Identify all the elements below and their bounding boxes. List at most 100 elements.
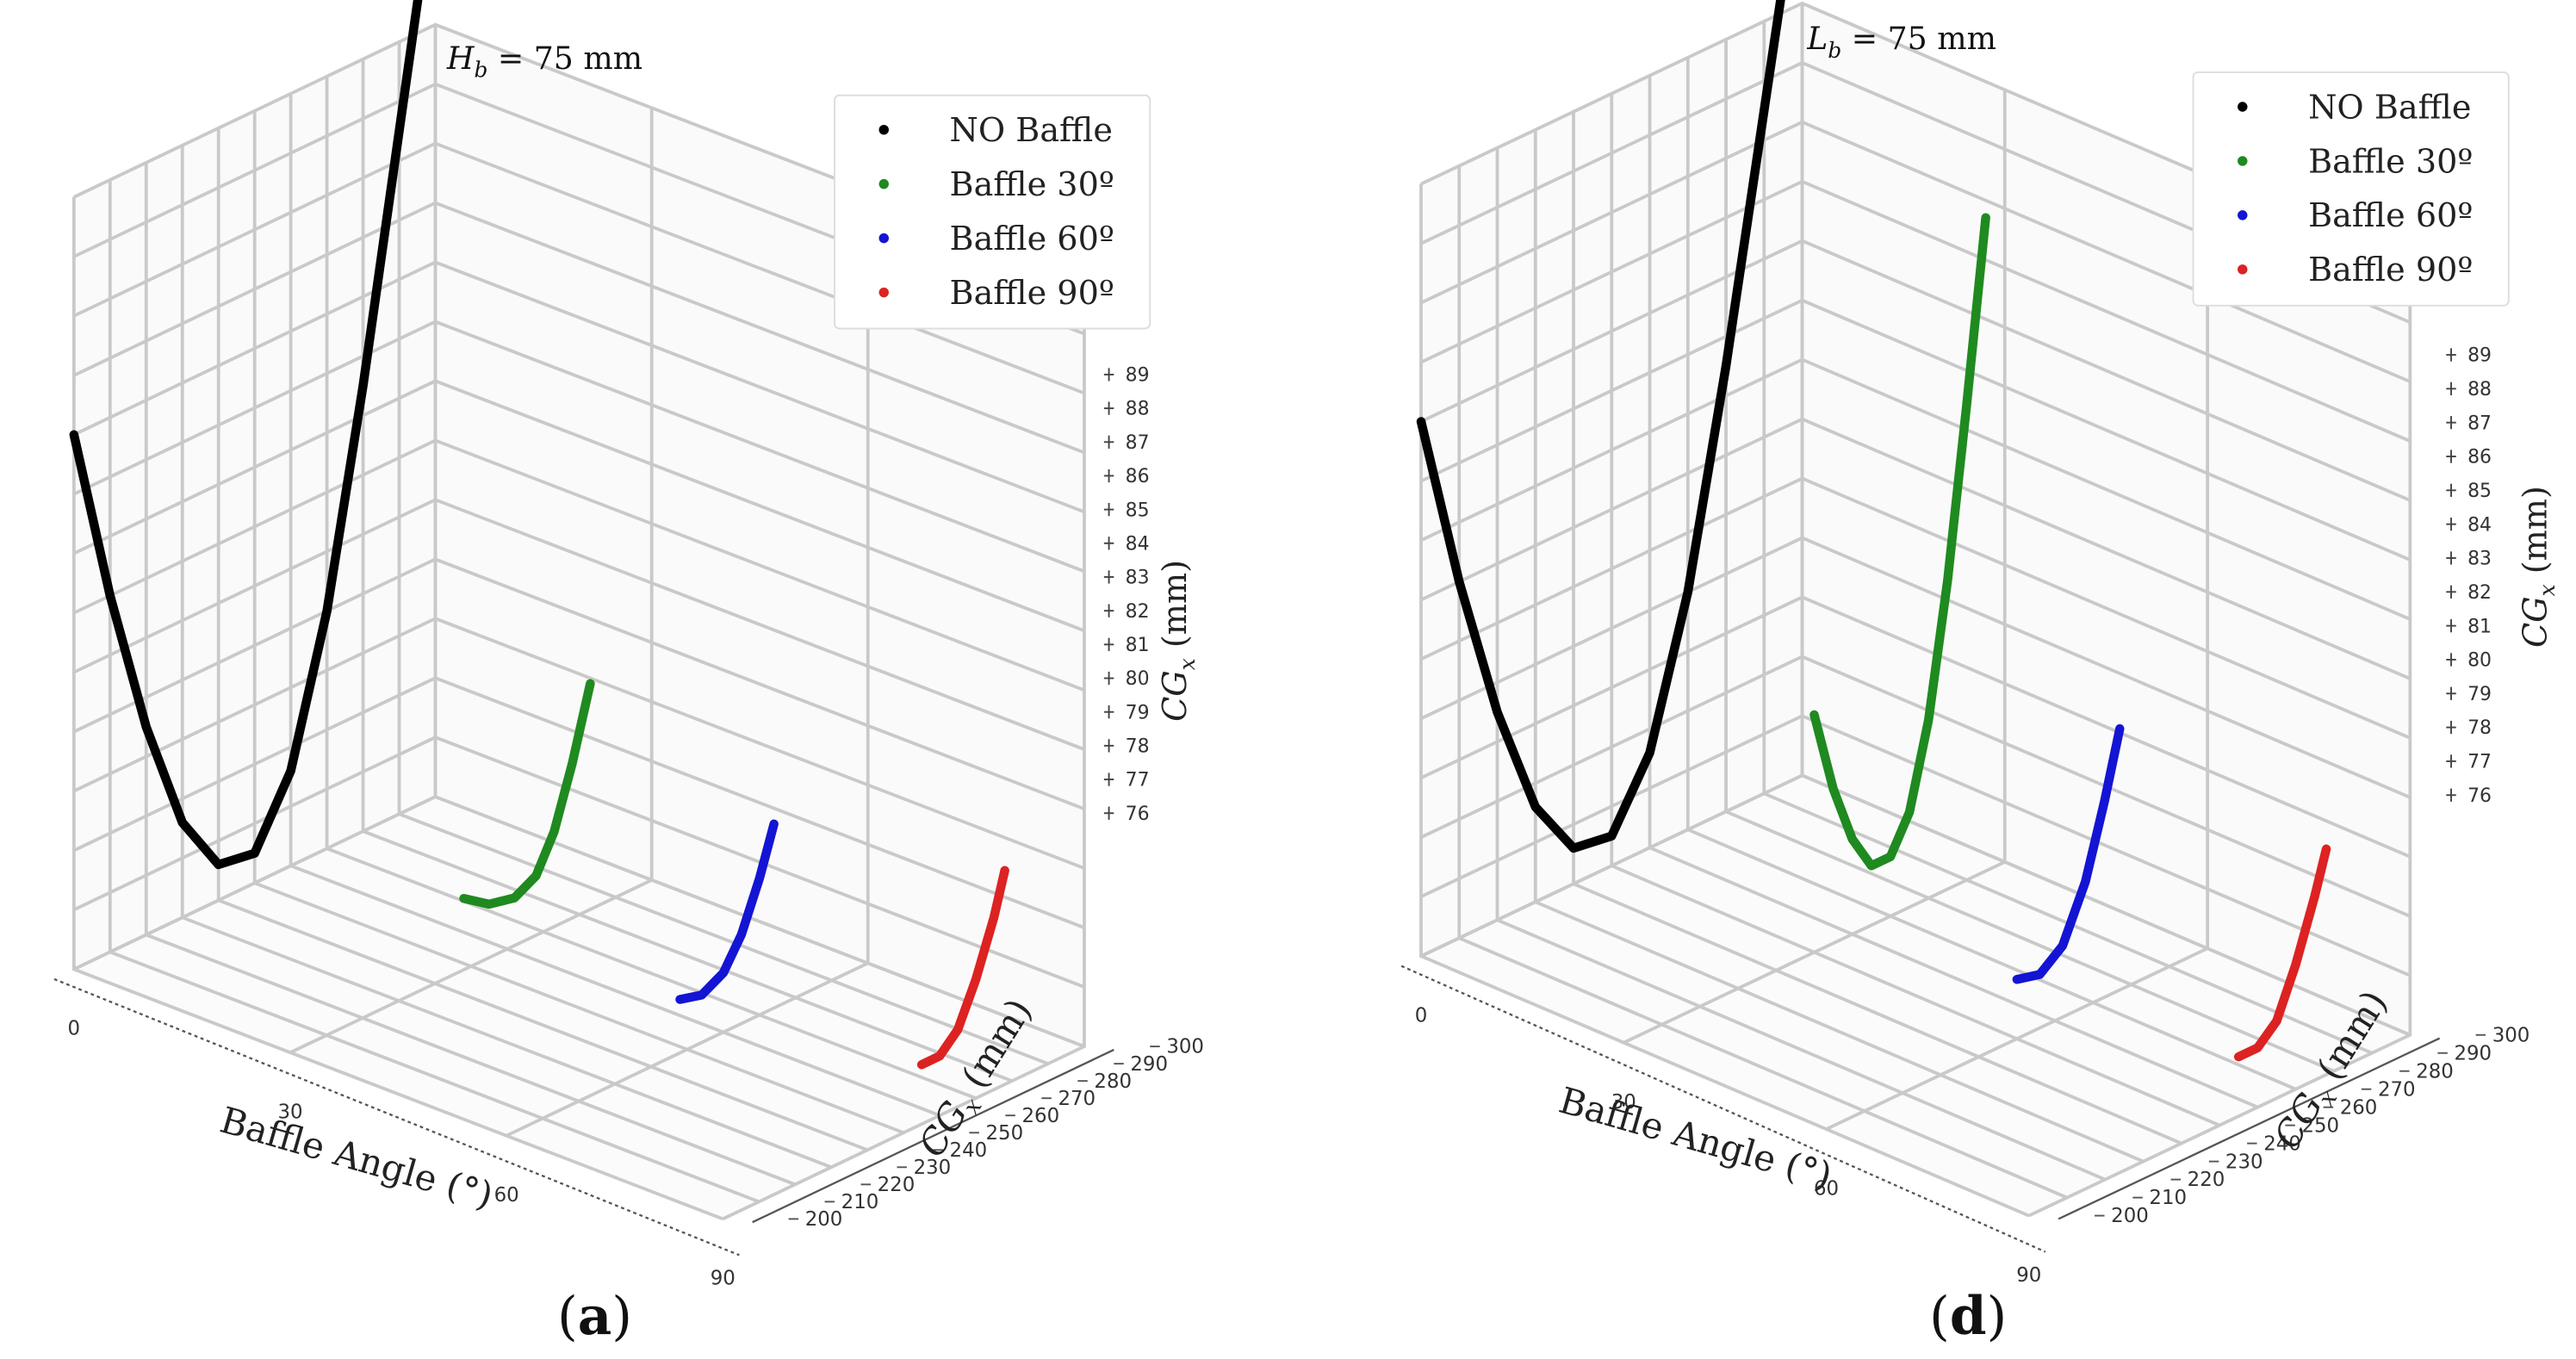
legend-marker — [2238, 264, 2248, 275]
data-point — [105, 591, 115, 600]
title-variable: L — [1806, 20, 1828, 57]
y-tick-label: 200 — [2111, 1205, 2149, 1227]
data-point — [484, 899, 493, 909]
y-tick-label: 270 — [1058, 1088, 1096, 1110]
data-point — [1828, 785, 1838, 793]
z-tick-label: 87 — [1126, 432, 1150, 454]
x-tick-label: 90 — [2016, 1264, 2041, 1287]
x-tick-label: 30 — [277, 1101, 302, 1123]
data-point — [1569, 843, 1578, 853]
series-baffle-30- — [1809, 213, 1990, 871]
z-tick-label: 88 — [2467, 379, 2492, 400]
z-tick-label: 79 — [2467, 684, 2492, 705]
data-point — [177, 818, 187, 828]
z-tick-label: 76 — [2467, 785, 2492, 807]
title-rest: = 75 mm — [487, 40, 642, 77]
legend-entry-label: NO Baffle — [950, 111, 1113, 149]
y-tick-label: 240 — [2263, 1132, 2301, 1155]
z-tick-label: 78 — [1126, 735, 1150, 757]
x-axis-line — [1400, 965, 2046, 1253]
x-gridline — [506, 190, 870, 1138]
z-tick-label: 81 — [1126, 635, 1150, 656]
x-tick-label: 30 — [1611, 1091, 1636, 1114]
y-tick-label: 300 — [1166, 1036, 1204, 1058]
data-point — [286, 766, 295, 775]
legend-box — [2192, 71, 2510, 307]
x-gridline — [1420, 3, 1804, 958]
x-gridline — [2027, 263, 2412, 1218]
y-tick-label: 280 — [2416, 1060, 2454, 1083]
x-tick-label: 60 — [494, 1184, 519, 1207]
legend-box — [834, 94, 1151, 330]
data-point — [718, 968, 728, 977]
z-tick-label: 86 — [2467, 447, 2492, 469]
legend-entry-label: NO Baffle — [2308, 88, 2471, 126]
z-tick-label: 83 — [2467, 549, 2492, 570]
z-axis-label: CGx (mm) — [1156, 560, 1200, 722]
z-tick-label: 80 — [2467, 650, 2492, 672]
panel-label: (a) — [557, 1286, 632, 1347]
data-point — [953, 1025, 963, 1034]
z-tick-label: 87 — [2467, 413, 2492, 434]
data-point — [549, 827, 559, 836]
panel-paren-close: ) — [1987, 1286, 2008, 1347]
x-tick-label: 0 — [68, 1018, 81, 1040]
y-tick-label: 210 — [2149, 1187, 2187, 1209]
x-tick-label: 0 — [1415, 1004, 1428, 1027]
data-point — [1924, 715, 1934, 724]
data-point — [1760, 106, 1769, 115]
data-point — [1683, 587, 1692, 597]
data-point — [769, 819, 779, 828]
y-tick-label: 290 — [2454, 1042, 2492, 1064]
z-tick-label: 84 — [1126, 533, 1150, 555]
data-point — [2058, 941, 2067, 951]
y-tick-label: 240 — [950, 1139, 988, 1162]
z-tick-label: 85 — [1126, 500, 1150, 521]
z-label-variable: CG — [2517, 596, 2554, 648]
z-tick-label: 88 — [1126, 399, 1150, 420]
z-tick-label: 81 — [2467, 616, 2492, 637]
title-subscript: b — [1828, 38, 1841, 63]
data-point — [1455, 577, 1464, 586]
data-point — [69, 430, 78, 439]
data-point — [568, 759, 577, 768]
panel-letter: a — [578, 1286, 612, 1347]
y-tick-label: 220 — [878, 1174, 916, 1196]
data-point — [990, 913, 999, 922]
y-tick-label: 260 — [2340, 1096, 2378, 1119]
data-point — [697, 990, 706, 1000]
data-point — [1417, 417, 1425, 426]
data-point — [1493, 707, 1502, 717]
y-tick-label: 280 — [1094, 1070, 1132, 1093]
z-label-rest: (mm) — [1156, 560, 1194, 658]
y-tick-label: 230 — [914, 1157, 952, 1179]
data-point — [250, 848, 259, 858]
y-tick-label: 260 — [1021, 1105, 1059, 1127]
panel-label: (d) — [1929, 1286, 2007, 1347]
data-point — [322, 606, 332, 616]
chart-title: Hb = 75 mm — [446, 40, 642, 83]
legend-marker — [878, 287, 889, 298]
z-tick-label: 78 — [2467, 717, 2492, 739]
z-tick-label: 89 — [1126, 365, 1150, 387]
data-point — [1886, 852, 1895, 861]
data-point — [1943, 575, 1952, 585]
data-point — [1809, 711, 1819, 719]
data-point — [917, 1060, 927, 1070]
legend-entry-label: Baffle 30º — [2308, 142, 2473, 180]
z-tick-label: 83 — [1126, 568, 1150, 589]
legend-entry-label: Baffle 60º — [2308, 196, 2473, 234]
data-point — [531, 871, 541, 880]
data-point — [1866, 861, 1876, 871]
panel-paren-close: ) — [611, 1286, 632, 1347]
data-point — [1962, 400, 1971, 409]
data-point — [2310, 891, 2319, 901]
data-point — [1000, 866, 1009, 875]
data-point — [1607, 831, 1617, 841]
y-tick-label: 200 — [805, 1208, 843, 1231]
y-tick-label: 290 — [1130, 1053, 1168, 1076]
data-point — [1530, 803, 1540, 811]
panel-letter: d — [1950, 1286, 1987, 1347]
z-tick-label: 77 — [2467, 752, 2492, 773]
